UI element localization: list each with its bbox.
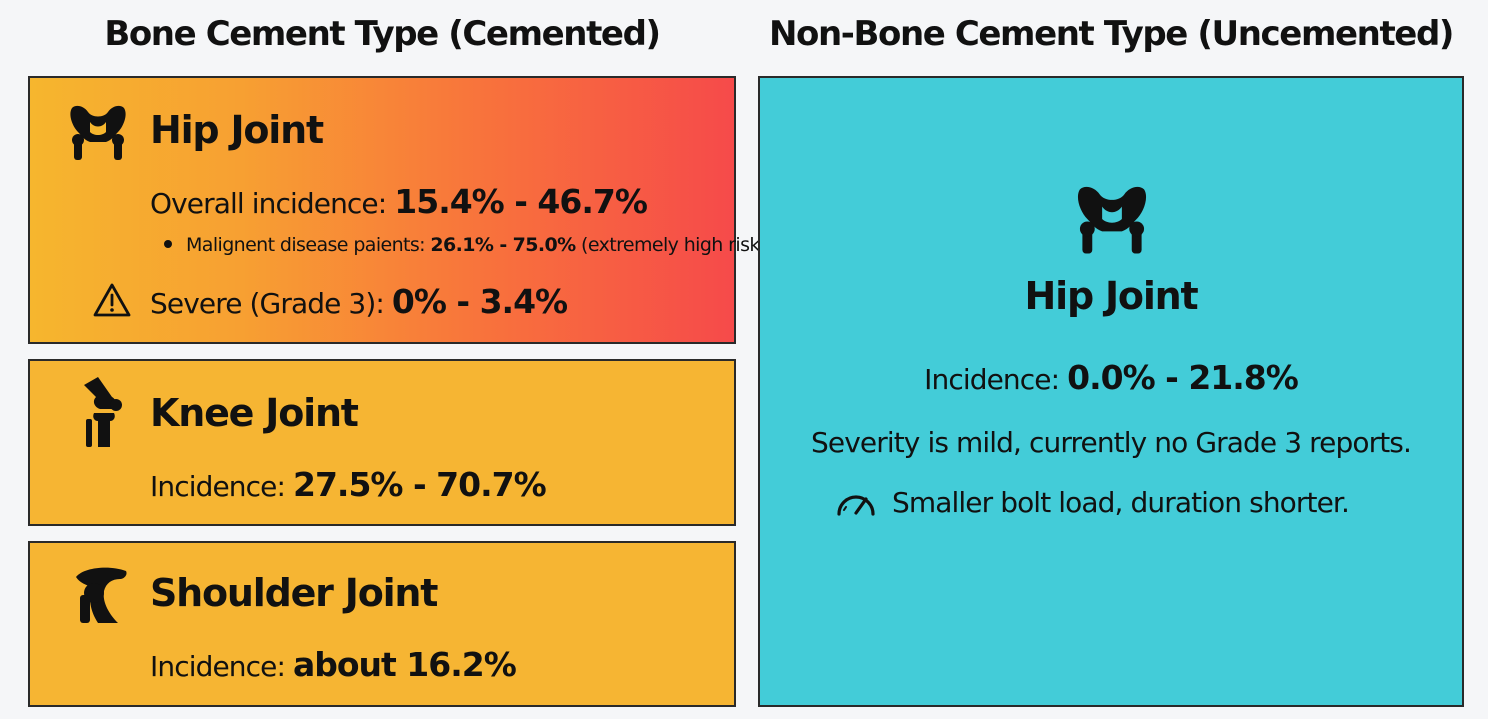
knee-joint-icon — [84, 377, 122, 447]
bullet-icon — [164, 239, 172, 248]
uncemented-hip-title: Hip Joint — [1024, 274, 1199, 318]
shoulder-joint-icon — [76, 567, 127, 623]
malignant-value: 26.1% - 75.0% — [430, 234, 576, 256]
cemented-hip-overall-incidence: Overall incidence: 15.4% - 46.7% — [150, 182, 648, 221]
uncemented-load-note: Smaller bolt load, duration shorter. — [892, 486, 1350, 519]
hip-joint-icon — [70, 105, 126, 160]
uncemented-hip-incidence: Incidence: 0.0% - 21.8% — [760, 358, 1462, 397]
hip-joint-icon — [1077, 186, 1147, 254]
knee-incidence-value: 27.5% - 70.7% — [292, 465, 547, 504]
overall-incidence-label: Overall incidence: — [150, 187, 395, 220]
cemented-shoulder-title: Shoulder Joint — [150, 571, 438, 615]
cemented-hip-title: Hip Joint — [150, 108, 324, 152]
knee-incidence-label: Incidence: — [150, 470, 293, 503]
cemented-column-title: Bone Cement Type (Cemented) — [104, 14, 661, 54]
uncemented-incidence-label: Incidence: — [924, 363, 1068, 396]
uncemented-hip-panel: Hip Joint Incidence: 0.0% - 21.8% Severi… — [758, 76, 1464, 707]
malignant-label: Malignent disease paients: — [186, 234, 431, 256]
malignant-disease-item: Malignent disease paients: 26.1% - 75.0%… — [164, 234, 767, 256]
shoulder-incidence-label: Incidence: — [150, 650, 293, 683]
severe-value: 0% - 3.4% — [391, 282, 568, 321]
cemented-knee-panel: Knee Joint Incidence: 27.5% - 70.7% — [28, 359, 736, 526]
cemented-knee-title: Knee Joint — [150, 391, 359, 435]
cemented-shoulder-incidence: Incidence: about 16.2% — [150, 645, 517, 684]
cemented-shoulder-panel: Shoulder Joint Incidence: about 16.2% — [28, 541, 736, 707]
gauge-icon — [837, 495, 875, 516]
uncemented-severity-note: Severity is mild, currently no Grade 3 r… — [811, 426, 1412, 459]
severe-label: Severe (Grade 3): — [150, 287, 392, 320]
malignant-note: (extremely high risk) — [575, 234, 767, 256]
warning-icon — [93, 283, 131, 317]
uncemented-column-title: Non-Bone Cement Type (Uncemented) — [768, 14, 1455, 54]
overall-incidence-value: 15.4% - 46.7% — [394, 182, 648, 221]
cemented-hip-panel: Hip Joint Overall incidence: 15.4% - 46.… — [28, 76, 767, 344]
uncemented-incidence-value: 0.0% - 21.8% — [1067, 358, 1299, 397]
cemented-knee-incidence: Incidence: 27.5% - 70.7% — [150, 465, 547, 504]
shoulder-incidence-value: about 16.2% — [292, 645, 517, 684]
cemented-hip-severe: Severe (Grade 3): 0% - 3.4% — [150, 282, 568, 321]
